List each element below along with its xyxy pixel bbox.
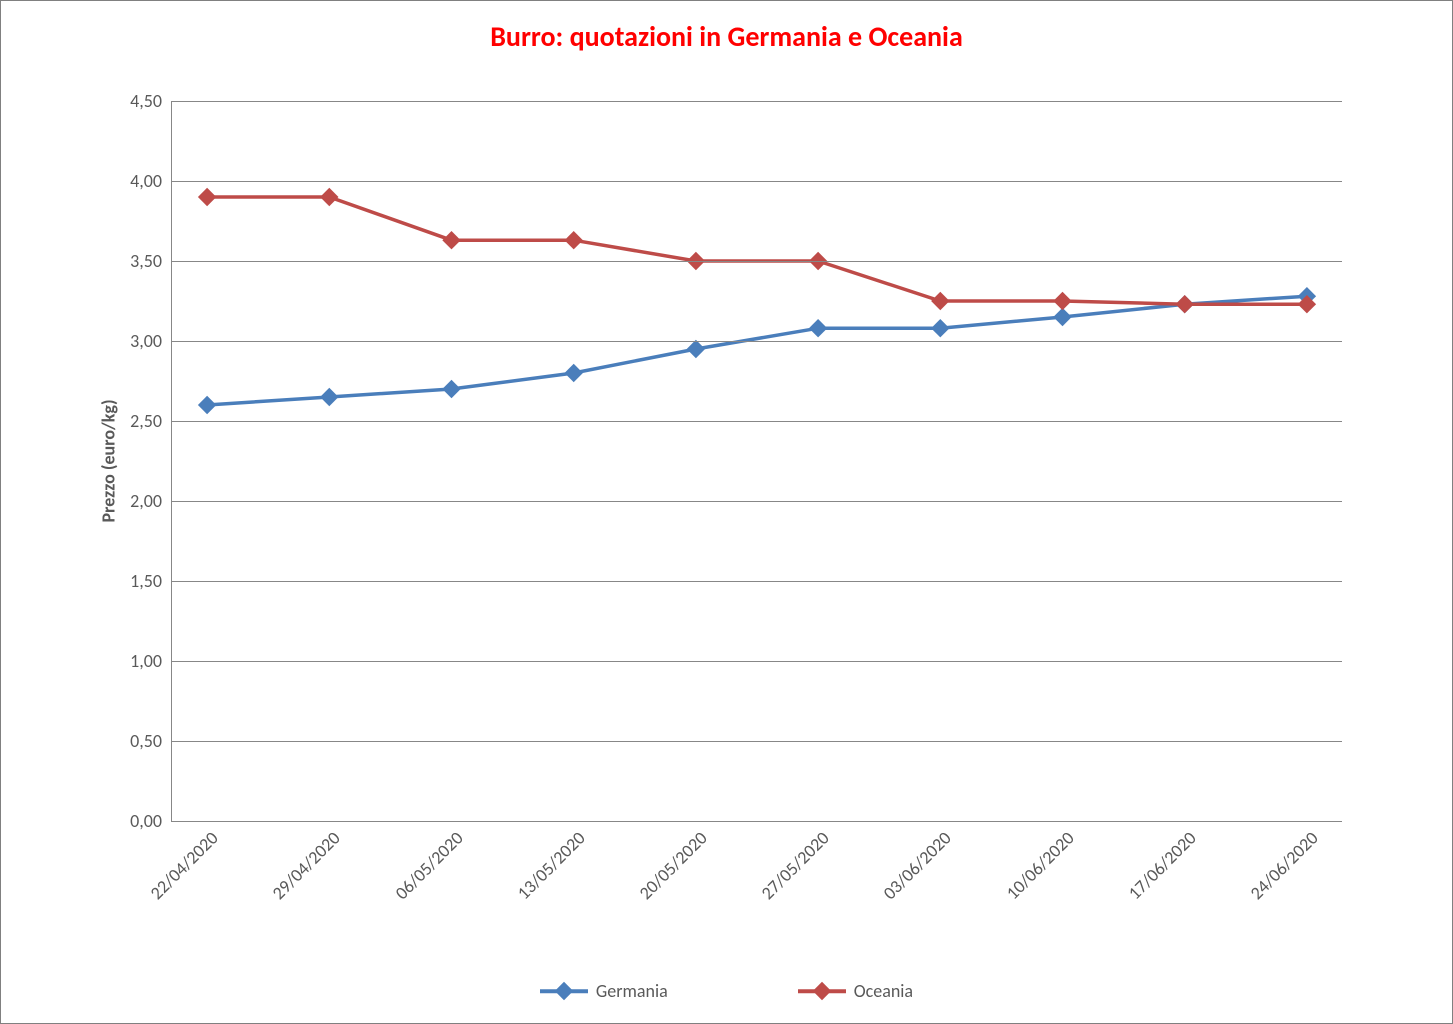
legend-label: Germania (596, 980, 668, 1002)
series-marker-germania (565, 364, 583, 382)
x-tick-label: 24/06/2020 (1245, 827, 1322, 904)
legend-swatch (798, 982, 846, 1000)
x-tick-label: 29/04/2020 (268, 827, 345, 904)
y-axis-title: Prezzo (euro/kg) (98, 399, 120, 522)
x-tick-label: 10/06/2020 (1001, 827, 1078, 904)
legend-label: Oceania (854, 980, 913, 1002)
series-marker-germania (687, 340, 705, 358)
chart-lines-svg (172, 101, 1342, 821)
x-tick-label: 22/04/2020 (146, 827, 223, 904)
x-tick-label: 06/05/2020 (390, 827, 467, 904)
series-marker-oceania (442, 231, 460, 249)
y-tick-label: 1,00 (130, 650, 162, 672)
series-marker-germania (198, 396, 216, 414)
x-tick-label: 03/06/2020 (879, 827, 956, 904)
chart-title: Burro: quotazioni in Germania e Oceania (1, 19, 1452, 54)
y-tick-label: 1,50 (130, 570, 162, 592)
grid-line (172, 101, 1342, 102)
grid-line (172, 341, 1342, 342)
y-tick-label: 4,50 (130, 90, 162, 112)
legend-item-germania: Germania (540, 980, 668, 1002)
grid-line (172, 421, 1342, 422)
legend-swatch (540, 982, 588, 1000)
series-line-oceania (207, 197, 1307, 304)
y-tick-label: 2,50 (130, 410, 162, 432)
legend-item-oceania: Oceania (798, 980, 913, 1002)
grid-line (172, 181, 1342, 182)
grid-line (172, 261, 1342, 262)
series-line-germania (207, 296, 1307, 405)
y-tick-label: 4,00 (130, 170, 162, 192)
series-marker-oceania (1053, 292, 1071, 310)
legend-marker (555, 982, 573, 1000)
series-marker-germania (442, 380, 460, 398)
grid-line (172, 661, 1342, 662)
series-marker-oceania (1176, 295, 1194, 313)
series-marker-germania (809, 319, 827, 337)
series-marker-germania (320, 388, 338, 406)
chart-frame: Burro: quotazioni in Germania e Oceania … (0, 0, 1453, 1024)
series-marker-oceania (320, 188, 338, 206)
series-marker-oceania (565, 231, 583, 249)
y-tick-label: 3,00 (130, 330, 162, 352)
legend-marker (813, 982, 831, 1000)
series-marker-oceania (198, 188, 216, 206)
grid-line (172, 581, 1342, 582)
y-tick-label: 3,50 (130, 250, 162, 272)
y-tick-label: 0,50 (130, 730, 162, 752)
series-marker-germania (931, 319, 949, 337)
y-tick-label: 0,00 (130, 810, 162, 832)
grid-line (172, 501, 1342, 502)
plot-area: Prezzo (euro/kg) 0,000,501,001,502,002,5… (171, 101, 1342, 822)
x-tick-label: 27/05/2020 (757, 827, 834, 904)
series-marker-germania (1053, 308, 1071, 326)
grid-line (172, 741, 1342, 742)
x-tick-label: 20/05/2020 (634, 827, 711, 904)
x-tick-label: 17/06/2020 (1123, 827, 1200, 904)
series-marker-oceania (931, 292, 949, 310)
x-tick-label: 13/05/2020 (512, 827, 589, 904)
legend: Germania Oceania (1, 980, 1452, 1005)
y-tick-label: 2,00 (130, 490, 162, 512)
